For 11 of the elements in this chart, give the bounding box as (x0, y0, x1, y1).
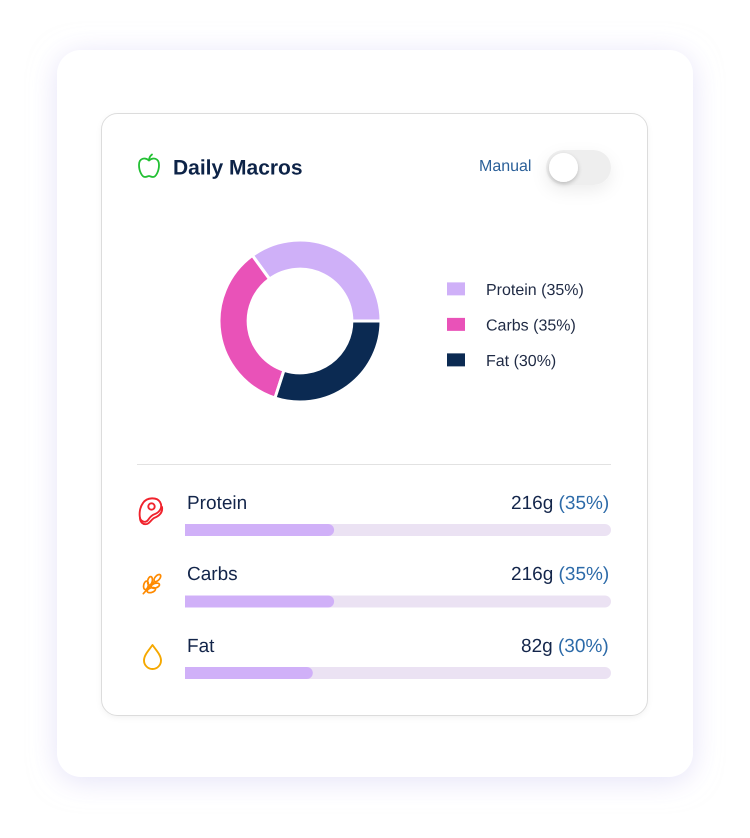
data-label: 216g (35%) (511, 564, 610, 585)
data-label: 216g (35%) (511, 493, 610, 514)
text: Manual (479, 158, 532, 175)
legend-label: Fat (30%) (486, 353, 556, 370)
y-tick-label: Fat (187, 636, 216, 657)
data-label: 82g (30%) (521, 636, 609, 657)
legend-label: Protein (35%) (486, 282, 584, 300)
legend-label: Carbs (35%) (486, 318, 576, 335)
chart-title: Daily Macros (173, 156, 303, 180)
y-tick-label: Protein (187, 493, 248, 514)
y-tick-label: Carbs (187, 564, 238, 585)
